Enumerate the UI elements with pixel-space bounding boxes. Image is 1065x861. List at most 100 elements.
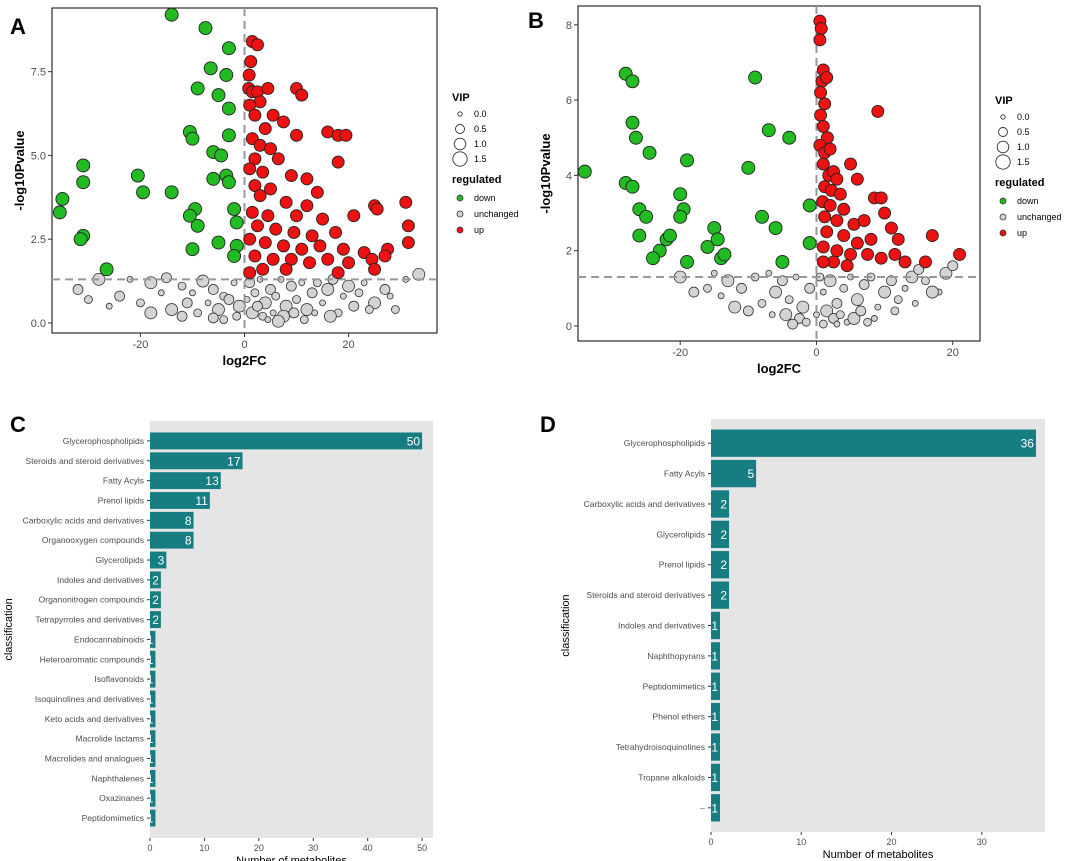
up-point — [871, 104, 885, 118]
down-point — [185, 242, 200, 257]
unchanged-point — [364, 305, 374, 314]
bar — [150, 670, 156, 688]
bar — [711, 429, 1036, 457]
unchanged-point — [777, 275, 788, 287]
up-point — [368, 262, 382, 276]
up-point — [837, 229, 851, 243]
up-point — [814, 22, 828, 36]
category-label: – — [700, 803, 705, 813]
down-point — [190, 218, 205, 233]
unchanged-point — [901, 284, 909, 292]
down-point — [710, 232, 725, 247]
up-point — [816, 255, 830, 269]
up-point — [378, 249, 392, 263]
category-label: Prenol lipids — [659, 560, 705, 570]
up-point — [266, 252, 280, 266]
unchanged-point — [232, 299, 246, 313]
legend-vip-label: 1.0 — [474, 139, 487, 149]
down-point — [221, 41, 236, 56]
legend-regulated-label: unchanged — [1017, 212, 1062, 222]
bar-value-label: 1 — [147, 653, 154, 667]
bar-value-label: 1 — [711, 649, 718, 663]
category-label: Tetrapyrroles and derivatives — [35, 615, 144, 625]
down-point — [680, 255, 694, 269]
up-point — [248, 152, 262, 166]
unchanged-point — [818, 319, 828, 329]
up-point — [248, 179, 262, 193]
up-point — [290, 128, 303, 142]
down-point — [761, 123, 776, 138]
unchanged-point — [863, 317, 872, 327]
up-point — [816, 240, 830, 254]
x-tick-label: 40 — [363, 843, 373, 853]
category-label: Fatty Acyls — [103, 476, 144, 486]
unchanged-point — [839, 283, 849, 293]
unchanged-point — [176, 310, 188, 322]
unchanged-point — [855, 305, 867, 317]
x-tick-label: 20 — [254, 843, 264, 853]
category-label: Macrolide lactams — [76, 734, 145, 744]
panel-label-a: A — [10, 14, 26, 39]
unchanged-point — [925, 285, 939, 299]
unchanged-point — [311, 309, 319, 317]
unchanged-point — [911, 299, 919, 307]
unchanged-point — [703, 283, 712, 293]
legend-vip-label: 1.0 — [1017, 142, 1030, 152]
unchanged-point — [870, 315, 878, 322]
bar-value-label: 1 — [147, 792, 154, 806]
panel-label-d: D — [540, 412, 556, 437]
category-label: Organonitrogen compounds — [39, 595, 144, 605]
bar — [711, 459, 757, 488]
unchanged-point — [769, 285, 782, 299]
down-point — [76, 175, 91, 190]
unchanged-point — [890, 306, 900, 316]
bar-value-label: 50 — [407, 434, 421, 448]
x-axis-title: Number of metabolites — [823, 849, 934, 861]
unchanged-point — [212, 303, 225, 316]
x-tick-label: 0 — [813, 347, 819, 359]
plot-background — [150, 421, 433, 838]
up-point — [258, 236, 272, 249]
up-point — [316, 212, 329, 226]
legend-regulated-swatch — [999, 197, 1007, 205]
bar — [711, 551, 730, 579]
bar-value-label: 1 — [711, 619, 718, 633]
unchanged-point — [386, 292, 394, 300]
up-point — [878, 206, 892, 220]
bar-value-label: 2 — [152, 573, 159, 587]
unchanged-point — [271, 291, 281, 301]
bar — [711, 763, 721, 792]
up-point — [844, 157, 857, 171]
up-point — [399, 195, 413, 209]
legend-regulated-label: down — [1017, 196, 1039, 206]
up-point — [248, 249, 262, 263]
unchanged-point — [72, 284, 84, 295]
unchanged-point — [285, 280, 297, 292]
legend-vip-title: VIP — [995, 95, 1013, 107]
down-point — [741, 160, 756, 175]
unchanged-point — [742, 305, 754, 317]
bar — [711, 581, 730, 609]
up-point — [339, 128, 353, 142]
y-tick-label: 2 — [566, 246, 572, 258]
unchanged-point — [921, 276, 930, 286]
down-point — [76, 158, 91, 173]
x-tick-label: 10 — [199, 843, 209, 853]
down-point — [185, 131, 200, 146]
bar-value-label: 2 — [720, 558, 727, 572]
unchanged-point — [342, 279, 355, 293]
y-tick-label: 0.0 — [31, 318, 46, 330]
category-label: Steroids and steroid derivatives — [586, 590, 705, 600]
unchanged-point — [736, 282, 747, 294]
category-label: Glycerophospholipids — [624, 438, 705, 448]
up-point — [820, 225, 834, 239]
unchanged-point — [114, 290, 126, 302]
bar-value-label: 1 — [147, 812, 154, 826]
bar — [150, 571, 161, 589]
up-point — [401, 236, 415, 249]
up-point — [830, 214, 844, 228]
down-point — [203, 61, 218, 76]
unchanged-point — [207, 284, 219, 295]
unchanged-point — [847, 312, 861, 325]
bar — [150, 809, 156, 827]
